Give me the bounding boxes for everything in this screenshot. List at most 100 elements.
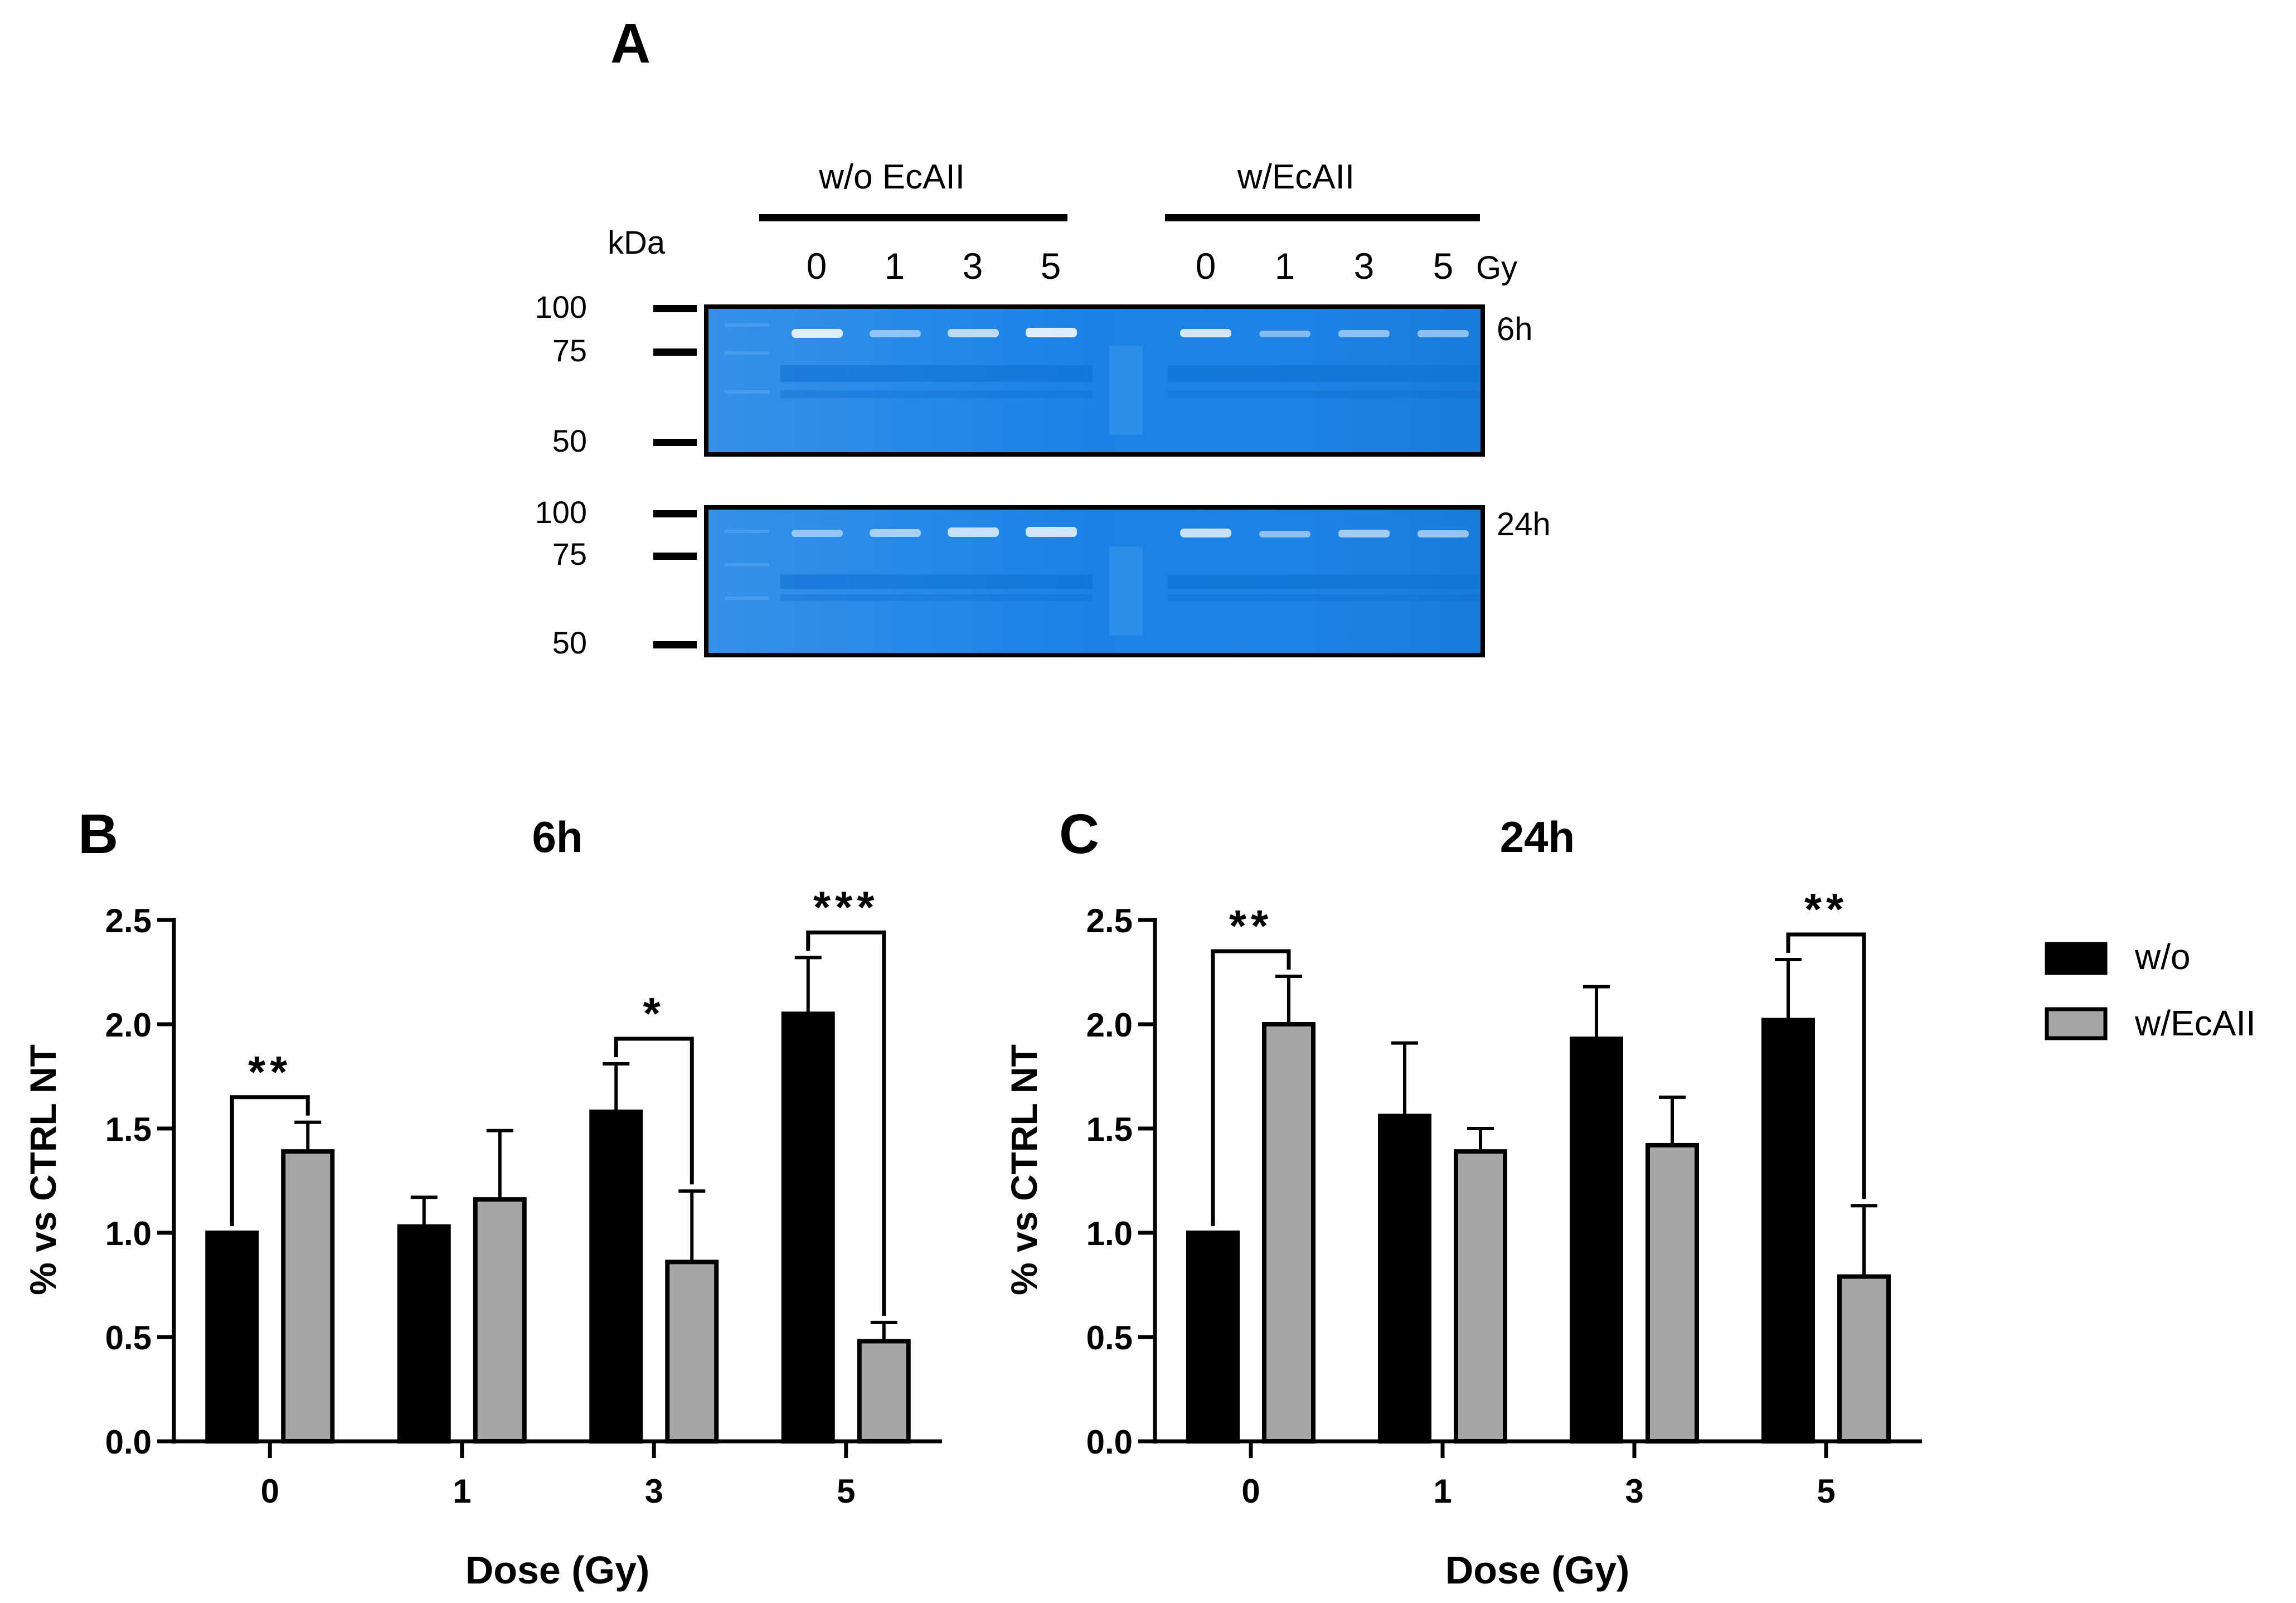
dose-label: 0 bbox=[807, 245, 827, 287]
gel-24h: 100 75 50 bbox=[535, 495, 1551, 660]
group-bar-without bbox=[759, 214, 1067, 221]
significance-label: * bbox=[643, 989, 665, 1038]
lower-band-smear bbox=[780, 574, 1093, 589]
bar bbox=[1570, 1037, 1623, 1444]
gy-unit-label: Gy bbox=[1476, 250, 1517, 286]
significance-bracket bbox=[1211, 949, 1291, 1226]
y-tick-label: 0.0 bbox=[1086, 1423, 1133, 1461]
y-tick-label: 0.5 bbox=[105, 1319, 152, 1357]
y-tick-label: 2.5 bbox=[1086, 902, 1133, 939]
ladder-band bbox=[725, 597, 769, 600]
significance-bracket bbox=[806, 930, 886, 1316]
lower-band-smear bbox=[780, 390, 1093, 398]
x-axis-label: Dose (Gy) bbox=[465, 1548, 650, 1592]
protein-band bbox=[870, 330, 921, 337]
time-label-6h: 6h bbox=[1497, 311, 1533, 347]
mw-marker-100: 100 bbox=[535, 495, 587, 530]
dose-label: 5 bbox=[1041, 245, 1061, 287]
y-tick-label: 1.5 bbox=[105, 1111, 152, 1148]
panel-a-label: A bbox=[610, 12, 651, 75]
mw-tick bbox=[653, 641, 697, 648]
plot-area: 0.00.51.01.52.02.50 1 3 5****** bbox=[105, 882, 942, 1510]
gap-lane bbox=[1109, 346, 1143, 435]
bar bbox=[1454, 1149, 1507, 1444]
x-tick-label: 5 bbox=[837, 1473, 855, 1510]
protein-band bbox=[1180, 529, 1231, 537]
lower-band-smear bbox=[1168, 365, 1480, 382]
dose-label: 3 bbox=[963, 245, 983, 287]
group-label-without: w/o EcAII bbox=[818, 158, 965, 196]
dose-label: 1 bbox=[885, 245, 905, 287]
bar bbox=[397, 1224, 451, 1444]
protein-band bbox=[1259, 531, 1310, 537]
protein-band bbox=[1180, 329, 1231, 337]
significance-label: ** bbox=[1229, 901, 1273, 951]
protein-band bbox=[792, 329, 843, 338]
protein-band bbox=[1026, 527, 1077, 537]
bar bbox=[589, 1110, 643, 1444]
gel-24h-ladder bbox=[725, 530, 1143, 636]
legend-label-with: w/EcAII bbox=[2134, 1003, 2256, 1043]
lower-band-smear bbox=[780, 594, 1093, 601]
gel-6h-border bbox=[704, 304, 1485, 457]
y-tick-label: 2.5 bbox=[105, 902, 152, 939]
significance-bracket bbox=[614, 1037, 694, 1185]
panel-c-label: C bbox=[1059, 803, 1099, 865]
protein-band bbox=[1338, 530, 1390, 537]
lower-band-smear bbox=[1168, 594, 1480, 601]
bar bbox=[205, 1231, 259, 1444]
ladder-band bbox=[725, 390, 769, 394]
x-tick-label: 3 bbox=[645, 1473, 663, 1510]
x-tick-label: 1 bbox=[1433, 1473, 1452, 1510]
mw-marker-100: 100 bbox=[535, 289, 587, 325]
protein-band bbox=[948, 527, 999, 537]
y-axis-label: % vs CTRL NT bbox=[22, 1044, 64, 1295]
bar bbox=[857, 1339, 911, 1444]
kda-label: kDa bbox=[608, 225, 666, 261]
dose-label: 5 bbox=[1433, 245, 1454, 287]
bar bbox=[473, 1197, 527, 1444]
mw-tick bbox=[653, 439, 697, 446]
protein-band bbox=[1418, 330, 1469, 337]
chart-title: 6h bbox=[532, 812, 583, 861]
x-tick-label: 3 bbox=[1625, 1473, 1643, 1510]
ladder-band bbox=[725, 323, 769, 327]
chart-title: 24h bbox=[1500, 812, 1575, 861]
lower-band-smear bbox=[1168, 390, 1480, 398]
ladder-band bbox=[725, 530, 769, 533]
protein-band bbox=[1259, 331, 1310, 337]
x-tick-label: 1 bbox=[453, 1473, 471, 1510]
legend-swatch-with bbox=[2045, 1007, 2108, 1040]
bar bbox=[1186, 1231, 1240, 1444]
dose-lane-labels: 0 1 3 5 0 1 3 5 bbox=[807, 245, 1454, 287]
gel-24h-bands bbox=[780, 527, 1480, 601]
protein-band bbox=[1418, 530, 1469, 537]
bar bbox=[1761, 1018, 1815, 1444]
y-tick-label: 2.0 bbox=[105, 1006, 152, 1044]
group-bar-with bbox=[1165, 214, 1480, 221]
y-tick-label: 2.0 bbox=[1086, 1006, 1133, 1044]
mw-marker-50: 50 bbox=[552, 423, 587, 458]
mw-marker-50: 50 bbox=[552, 625, 587, 660]
bar bbox=[1378, 1113, 1431, 1444]
panel-a: A w/o EcAII w/EcAII kDa 0 1 3 5 0 1 3 5 … bbox=[535, 12, 1551, 660]
protein-band bbox=[1026, 328, 1077, 337]
significance-label: *** bbox=[813, 882, 878, 932]
bar bbox=[665, 1260, 719, 1444]
y-tick-label: 1.0 bbox=[105, 1215, 152, 1252]
mw-tick bbox=[653, 348, 697, 356]
mw-marker-75: 75 bbox=[552, 536, 587, 572]
significance-label: ** bbox=[248, 1047, 292, 1097]
y-tick-label: 0.5 bbox=[1086, 1319, 1133, 1357]
x-tick-label: 0 bbox=[261, 1473, 279, 1510]
group-label-with: w/EcAII bbox=[1237, 158, 1355, 196]
dose-label: 1 bbox=[1275, 245, 1295, 287]
mw-tick bbox=[653, 510, 697, 517]
plot-area: 0.0 0.5 1.0 1.5 2.0 2.5 0 1 3 5 ** ** bbox=[1086, 884, 1922, 1510]
gap-lane bbox=[1109, 546, 1143, 636]
panel-b: B 6h % vs CTRL NT Dose (Gy) 0.0 0.5 1.0 1.5… bbox=[22, 803, 942, 1592]
mw-tick bbox=[653, 305, 697, 312]
y-tick-label: 1.5 bbox=[1086, 1111, 1133, 1148]
significance-bracket bbox=[230, 1095, 310, 1226]
lower-band-smear bbox=[1168, 574, 1480, 589]
